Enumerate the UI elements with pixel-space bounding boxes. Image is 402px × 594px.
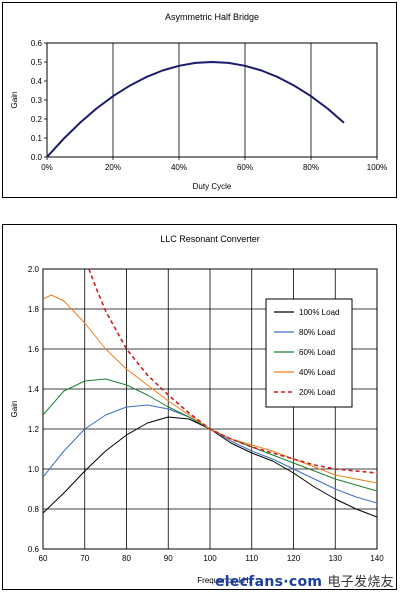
- legend-label: 80% Load: [299, 328, 335, 337]
- y-tick-label: 2.0: [28, 265, 40, 274]
- plot-area: [42, 268, 378, 550]
- series-line-4: [88, 269, 377, 474]
- x-tick-label: 120: [287, 554, 301, 563]
- chart-asymmetric-half-bridge: Asymmetric Half Bridge 0% 20% 40% 60% 80% 100%…: [10, 12, 387, 191]
- series-line-0: [46, 61, 345, 158]
- y-tick-label: 0.5: [31, 58, 43, 67]
- y-tick-label: 1.6: [28, 345, 40, 354]
- x-tick-label: 60: [39, 554, 48, 563]
- legend-box: [265, 298, 353, 408]
- legend-label: 60% Load: [299, 348, 335, 357]
- x-tick-label: 110: [245, 554, 258, 563]
- chart-panel-top: Asymmetric Half Bridge 0% 20% 40% 60% 80% 100%…: [2, 2, 397, 198]
- plot-area: [46, 42, 378, 158]
- x-tick-label: 20%: [105, 163, 121, 172]
- watermark-latin: elecfans·com: [214, 574, 323, 590]
- y-tick-label: 0.6: [28, 545, 40, 554]
- y-tick-label: 1.0: [28, 465, 40, 474]
- legend-label: 40% Load: [299, 368, 335, 377]
- chart-panel-bottom: LLC Resonant Converter 60 70 80 90 100 110 120 1…: [2, 224, 397, 590]
- y-tick-label: 0.8: [28, 505, 40, 514]
- x-axis-label: Frequency, kHz: [197, 576, 252, 585]
- legend-label: 20% Load: [299, 388, 335, 397]
- y-tick-label: 0.6: [31, 39, 43, 48]
- y-tick-label: 1.8: [28, 305, 40, 314]
- y-tick-label: 0.3: [31, 96, 43, 105]
- chart-title: LLC Resonant Converter: [160, 234, 260, 244]
- x-tick-label: 0%: [41, 163, 53, 172]
- y-tick-label: 0.1: [31, 134, 43, 143]
- y-tick-label: 0.4: [31, 77, 43, 86]
- x-tick-label: 80%: [303, 163, 319, 172]
- y-axis-label: Gain: [10, 92, 19, 109]
- watermark-logo: elecfans·com 电子发烧友: [215, 571, 394, 590]
- x-axis-label: Duty Cycle: [193, 182, 232, 191]
- y-tick-label: 0.2: [31, 115, 43, 124]
- x-tick-label: 40%: [171, 163, 187, 172]
- x-tick-label: 130: [329, 554, 343, 563]
- x-tick-label: 90: [164, 554, 173, 563]
- chart-title: Asymmetric Half Bridge: [165, 12, 259, 22]
- watermark-cjk: 电子发烧友: [327, 575, 394, 590]
- y-tick-label: 0.0: [31, 153, 43, 162]
- x-tick-label: 140: [370, 554, 384, 563]
- y-axis-label: Gain: [10, 401, 19, 418]
- x-tick-label: 60%: [237, 163, 253, 172]
- x-tick-label: 100: [203, 554, 217, 563]
- chart-llc-resonant-converter: LLC Resonant Converter 60 70 80 90 100 110 120 1…: [10, 234, 384, 585]
- x-tick-label: 70: [80, 554, 89, 563]
- x-tick-label: 100%: [367, 163, 387, 172]
- legend-label: 100% Load: [299, 308, 339, 317]
- x-tick-label: 80: [122, 554, 131, 563]
- y-tick-label: 1.4: [28, 385, 40, 394]
- y-tick-label: 1.2: [28, 425, 40, 434]
